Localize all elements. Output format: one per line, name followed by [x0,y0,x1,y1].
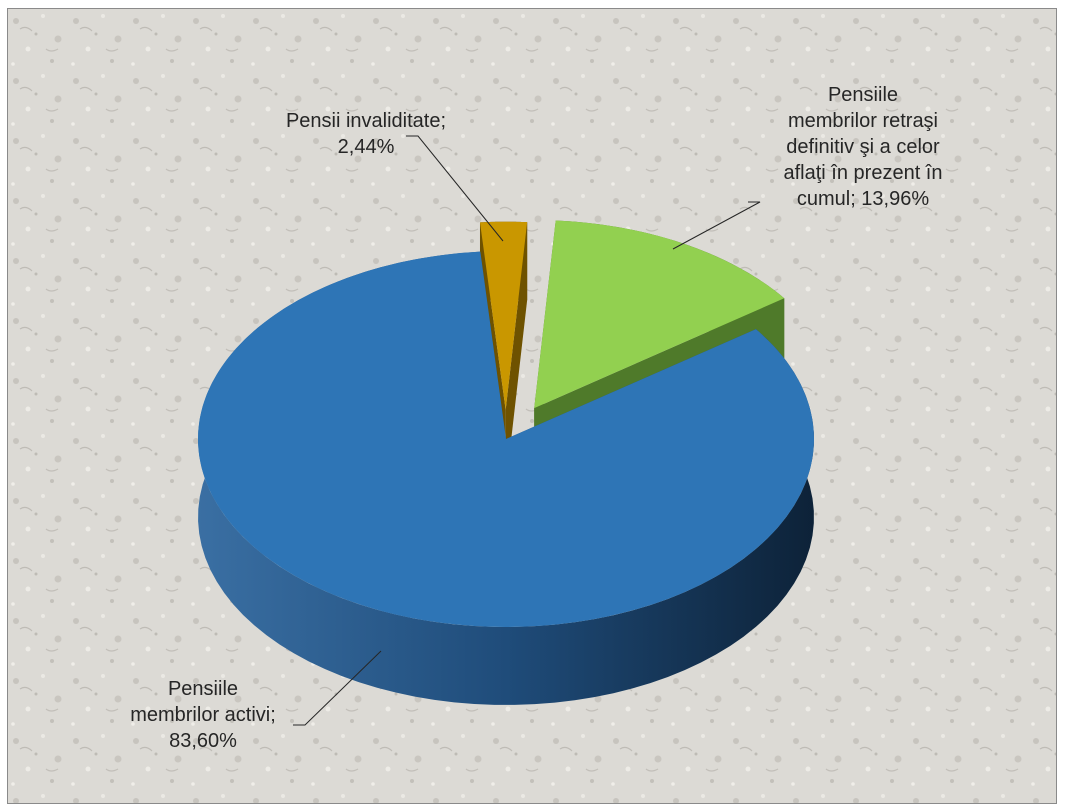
data-label-line: aflaţi în prezent în [784,162,943,184]
pie-slice-activi [198,251,815,705]
data-label-line: Pensiile [168,678,238,700]
data-label-invalid: Pensii invaliditate; 2,44% [286,110,446,158]
slice-top-activi [198,251,815,628]
leader-lines [293,135,761,726]
data-label-retrasi: Pensiile membrilor retraşi definitiv şi a … [784,84,943,210]
chart-area: Pensiile membrilor activi; 83,60% Pensiile m… [7,8,1057,804]
data-label-line: membrilor activi; [130,704,276,726]
slice-wall-invalid-1 [505,222,528,488]
data-label-line: 2,44% [338,136,395,158]
data-label-line: 83,60% [169,730,237,752]
data-label-line: definitiv şi a celor [786,136,940,158]
data-label-activi: Pensiile membrilor activi; 83,60% [130,678,276,752]
data-label-line: membrilor retraşi [788,110,938,132]
slice-top-invalid [479,221,528,410]
leader-line-retrasi [672,201,761,250]
data-label-line: cumul; 13,96% [797,188,930,210]
data-label-line: Pensii invaliditate; [286,110,446,132]
slice-top-retrasi [534,220,785,409]
leader-line-invalid [406,135,504,242]
leader-line-activi [293,650,382,726]
data-label-line: Pensiile [828,84,898,106]
pie-layer [198,220,815,705]
pie-chart: Pensiile membrilor activi; 83,60% Pensiile m… [8,9,1056,803]
data-labels: Pensiile membrilor activi; 83,60% Pensiile m… [130,84,942,752]
